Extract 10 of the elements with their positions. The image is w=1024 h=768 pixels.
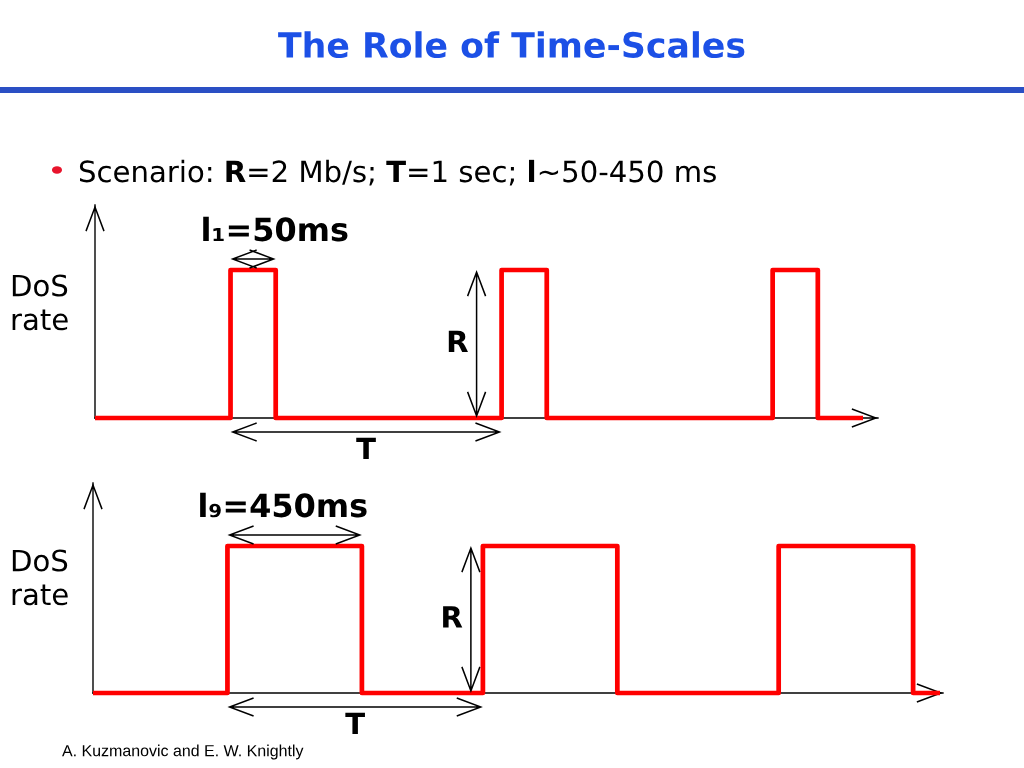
y-axis-title: DoS rate xyxy=(12,549,68,606)
text: T xyxy=(356,437,376,460)
chart-subtitle: Scenario: R=2 Mb/s; T=1 sec; l~50-450 ms xyxy=(79,159,716,186)
text: A. Kuzmanovic and E. W. Knightly xyxy=(62,744,304,760)
text: T xyxy=(345,712,365,735)
text: l₉=450ms xyxy=(200,492,367,518)
text: l₁=50ms xyxy=(203,216,348,242)
y-axis-title: DoS rate xyxy=(12,274,68,331)
annotation: R xyxy=(443,606,463,628)
chart-title: The Role of Time-Scales xyxy=(278,31,745,59)
